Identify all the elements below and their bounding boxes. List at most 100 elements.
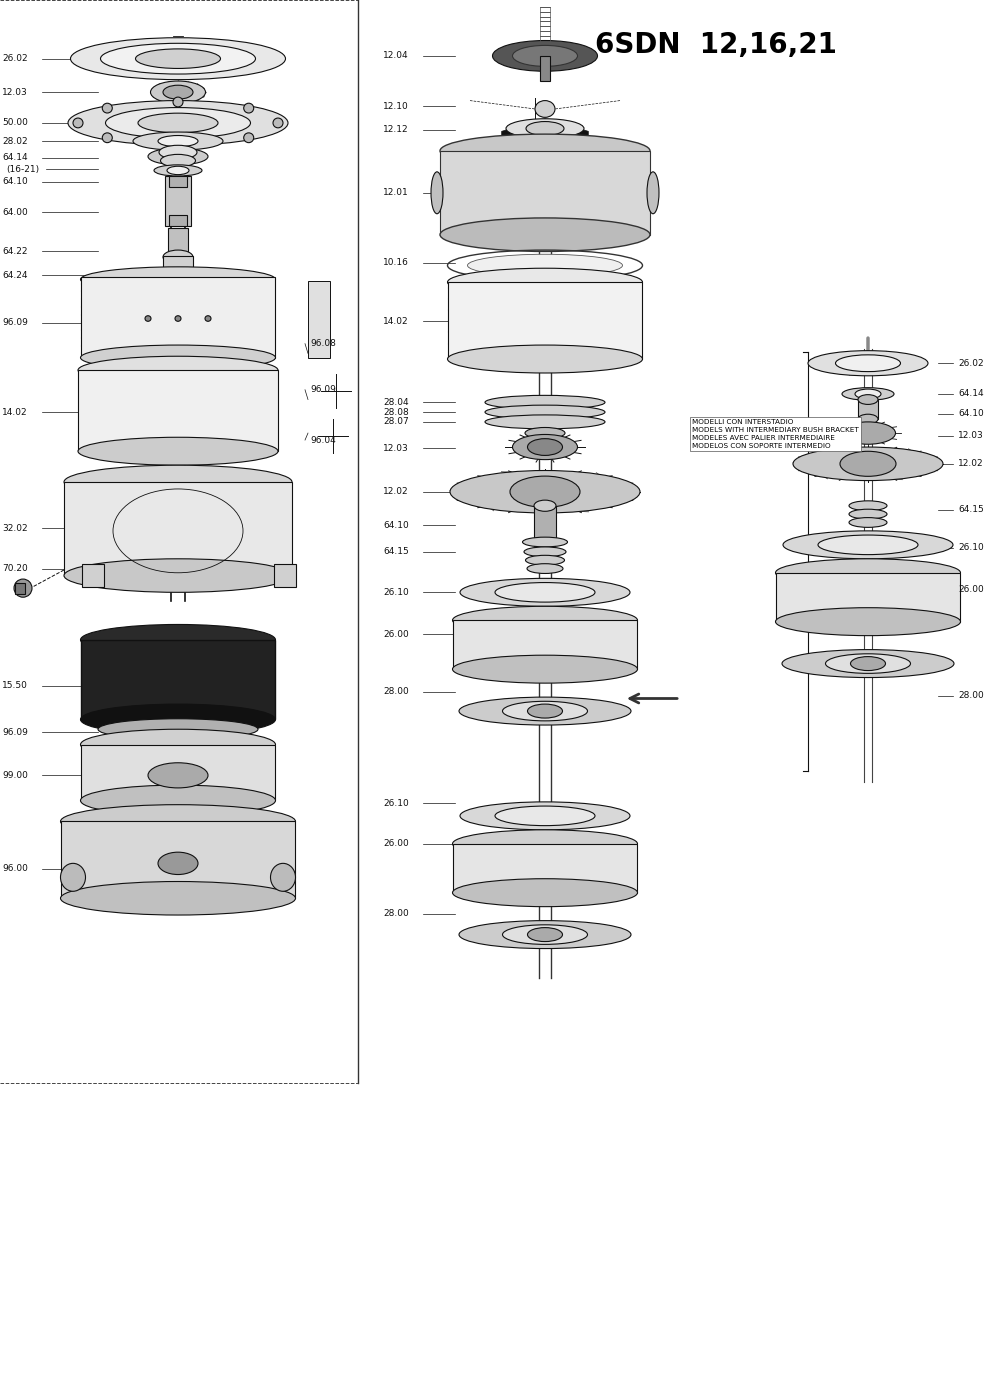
- Text: 28.00: 28.00: [383, 909, 409, 918]
- Ellipse shape: [98, 719, 258, 740]
- Bar: [81, 640, 275, 719]
- Text: 28.02: 28.02: [2, 137, 28, 145]
- Text: 26.10: 26.10: [958, 543, 984, 552]
- Ellipse shape: [527, 563, 563, 574]
- Ellipse shape: [459, 697, 631, 725]
- Ellipse shape: [150, 81, 206, 103]
- Ellipse shape: [80, 345, 276, 370]
- Ellipse shape: [460, 802, 630, 830]
- Text: 14.02: 14.02: [2, 408, 28, 416]
- Text: 28.04: 28.04: [383, 398, 409, 407]
- Bar: [61, 821, 295, 898]
- Ellipse shape: [524, 548, 566, 557]
- Text: 12.02: 12.02: [958, 460, 984, 468]
- Bar: [858, 400, 878, 419]
- Ellipse shape: [175, 316, 181, 321]
- Ellipse shape: [136, 49, 220, 68]
- Text: 12.01: 12.01: [383, 189, 409, 197]
- Bar: [64, 482, 292, 576]
- Ellipse shape: [80, 624, 276, 655]
- Text: 70.20: 70.20: [2, 564, 28, 573]
- Bar: [168, 228, 188, 263]
- Ellipse shape: [495, 583, 595, 602]
- Ellipse shape: [510, 476, 580, 507]
- Ellipse shape: [485, 395, 605, 409]
- Text: 99.00: 99.00: [2, 771, 28, 780]
- Ellipse shape: [145, 316, 151, 321]
- Ellipse shape: [495, 806, 595, 826]
- Ellipse shape: [167, 166, 189, 175]
- Ellipse shape: [836, 355, 900, 372]
- Ellipse shape: [80, 785, 276, 816]
- Ellipse shape: [163, 271, 193, 285]
- Ellipse shape: [158, 852, 198, 875]
- Ellipse shape: [70, 38, 286, 80]
- Text: 12.03: 12.03: [2, 88, 28, 96]
- Bar: [169, 176, 187, 187]
- Text: 64.14: 64.14: [958, 390, 984, 398]
- Ellipse shape: [450, 471, 640, 513]
- Text: 96.08: 96.08: [310, 339, 336, 348]
- Text: 26.00: 26.00: [383, 840, 409, 848]
- Ellipse shape: [440, 134, 650, 168]
- Ellipse shape: [68, 101, 288, 145]
- Ellipse shape: [158, 136, 198, 147]
- Ellipse shape: [159, 145, 197, 159]
- Bar: [440, 151, 650, 235]
- Bar: [169, 215, 187, 226]
- Ellipse shape: [503, 701, 588, 721]
- Ellipse shape: [173, 140, 183, 149]
- Text: 26.10: 26.10: [383, 588, 409, 597]
- Ellipse shape: [60, 882, 296, 915]
- Ellipse shape: [78, 437, 278, 465]
- Ellipse shape: [849, 510, 887, 520]
- Ellipse shape: [205, 316, 211, 321]
- Ellipse shape: [448, 345, 642, 373]
- Ellipse shape: [503, 925, 588, 944]
- Text: 64.24: 64.24: [2, 271, 28, 279]
- Ellipse shape: [163, 250, 193, 264]
- Text: MODELLI CON INTERSTADIO
MODELS WITH INTERMEDIARY BUSH BRACKET
MODELES AVEC PALIE: MODELLI CON INTERSTADIO MODELS WITH INTE…: [692, 419, 859, 448]
- Ellipse shape: [452, 606, 638, 634]
- Ellipse shape: [80, 267, 276, 292]
- Ellipse shape: [849, 502, 887, 511]
- Ellipse shape: [148, 763, 208, 788]
- Ellipse shape: [776, 608, 960, 636]
- Bar: [448, 282, 642, 359]
- Text: 50.00: 50.00: [2, 119, 28, 127]
- Text: 28.07: 28.07: [383, 418, 409, 426]
- Text: 96.04: 96.04: [310, 436, 336, 444]
- Ellipse shape: [80, 729, 276, 760]
- Ellipse shape: [160, 155, 196, 166]
- Polygon shape: [502, 119, 588, 169]
- Ellipse shape: [818, 535, 918, 555]
- Ellipse shape: [73, 119, 83, 129]
- Ellipse shape: [525, 427, 565, 439]
- Ellipse shape: [102, 133, 112, 142]
- Ellipse shape: [506, 119, 584, 138]
- Text: 64.15: 64.15: [958, 506, 984, 514]
- Text: 96.09: 96.09: [2, 319, 28, 327]
- Ellipse shape: [858, 395, 878, 405]
- Text: 6SDN  12,16,21: 6SDN 12,16,21: [595, 31, 837, 59]
- Text: 12.03: 12.03: [383, 444, 409, 453]
- Text: 14.02: 14.02: [383, 317, 409, 326]
- Ellipse shape: [244, 133, 254, 142]
- Ellipse shape: [244, 103, 254, 113]
- Text: 28.00: 28.00: [958, 692, 984, 700]
- Ellipse shape: [452, 830, 638, 858]
- Ellipse shape: [485, 405, 605, 419]
- Bar: [163, 256, 193, 278]
- Ellipse shape: [452, 655, 638, 683]
- Ellipse shape: [808, 351, 928, 376]
- Text: 10.16: 10.16: [383, 258, 409, 267]
- Bar: [534, 506, 556, 545]
- Ellipse shape: [647, 172, 659, 214]
- Ellipse shape: [64, 465, 292, 499]
- Ellipse shape: [460, 578, 630, 606]
- Bar: [82, 564, 104, 587]
- Ellipse shape: [80, 704, 276, 735]
- Ellipse shape: [60, 805, 296, 838]
- Ellipse shape: [826, 654, 910, 673]
- Bar: [81, 745, 275, 800]
